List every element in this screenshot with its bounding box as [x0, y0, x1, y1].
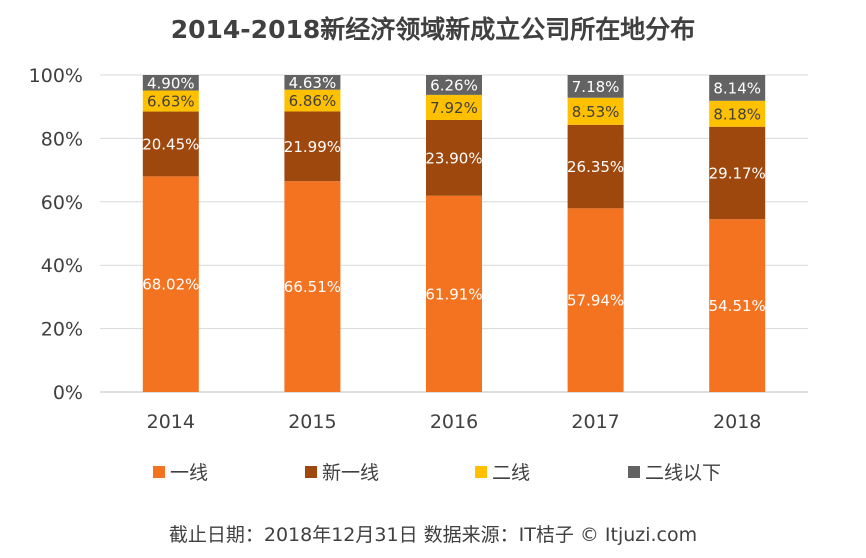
legend-label: 二线 — [492, 462, 530, 484]
data-label: 7.92% — [430, 99, 478, 117]
y-tick-label: 0% — [53, 382, 83, 404]
data-label: 4.63% — [289, 74, 337, 92]
data-label: 6.86% — [289, 92, 337, 110]
chart-title: 2014-2018新经济领域新成立公司所在地分布 — [171, 15, 696, 44]
data-label: 66.51% — [284, 278, 341, 296]
bars — [142, 75, 766, 392]
legend-swatch — [153, 466, 165, 478]
data-label: 54.51% — [709, 297, 766, 315]
bar-segment — [426, 75, 482, 95]
bar-segment — [426, 94, 482, 120]
y-tick-label: 40% — [41, 255, 83, 277]
bar-segment — [709, 75, 766, 101]
legend-swatch — [628, 466, 640, 478]
data-label: 4.90% — [147, 74, 195, 92]
data-label: 26.35% — [567, 158, 624, 176]
x-tick-label: 2018 — [713, 411, 761, 433]
data-label: 21.99% — [284, 138, 341, 156]
data-label: 29.17% — [709, 164, 766, 182]
legend-swatch — [475, 466, 487, 478]
data-label: 6.26% — [430, 76, 478, 94]
y-axis-ticks: 0% 20% 40% 60% 80% 100% — [29, 65, 83, 404]
bar-segment — [567, 97, 624, 125]
data-label: 6.63% — [147, 93, 195, 111]
data-label: 8.14% — [713, 79, 761, 97]
bar-segment — [709, 126, 766, 220]
bar-segment — [142, 176, 199, 392]
legend-swatch — [305, 466, 317, 478]
bar-segment — [567, 208, 624, 392]
x-tick-label: 2014 — [147, 411, 195, 433]
data-label: 61.91% — [425, 285, 482, 303]
bar-segment — [284, 75, 341, 90]
y-tick-label: 100% — [29, 65, 83, 87]
data-label: 68.02% — [142, 276, 199, 294]
legend-label: 二线以下 — [645, 462, 721, 484]
y-tick-label: 60% — [41, 192, 83, 214]
data-label: 23.90% — [425, 149, 482, 167]
bar-segment — [709, 219, 766, 392]
legend-label: 一线 — [170, 462, 208, 484]
data-label: 7.18% — [572, 78, 620, 96]
y-tick-label: 80% — [41, 128, 83, 150]
x-tick-label: 2016 — [430, 411, 478, 433]
bar-segment — [284, 89, 341, 112]
bar-segment — [142, 90, 199, 112]
bar-segment — [709, 100, 766, 127]
x-tick-label: 2015 — [288, 411, 336, 433]
bar-segment — [142, 111, 199, 177]
legend-label: 新一线 — [322, 462, 379, 484]
bar-segment — [284, 181, 341, 392]
x-tick-label: 2017 — [571, 411, 619, 433]
bar-segment — [567, 124, 624, 209]
bar-segment — [142, 75, 199, 91]
data-label: 8.18% — [713, 105, 761, 123]
footer-source: 截止日期：2018年12月31日 数据来源：IT桔子 © Itjuzi.com — [169, 524, 697, 546]
x-axis-ticks: 2014 2015 2016 2017 2018 — [147, 411, 762, 433]
bar-segment — [426, 119, 482, 196]
y-tick-label: 20% — [41, 319, 83, 341]
data-label: 57.94% — [567, 292, 624, 310]
bar-segment — [284, 111, 341, 182]
data-labels: 68.02% 20.45% 6.63%4.90% 66.51% 21.99% 6.86%4… — [142, 74, 766, 315]
bar-segment — [567, 75, 624, 98]
data-label: 20.45% — [142, 135, 199, 153]
legend: 一线 新一线 二线 二线以下 — [153, 462, 721, 484]
data-label: 8.53% — [572, 103, 620, 121]
bar-segment — [426, 195, 482, 392]
